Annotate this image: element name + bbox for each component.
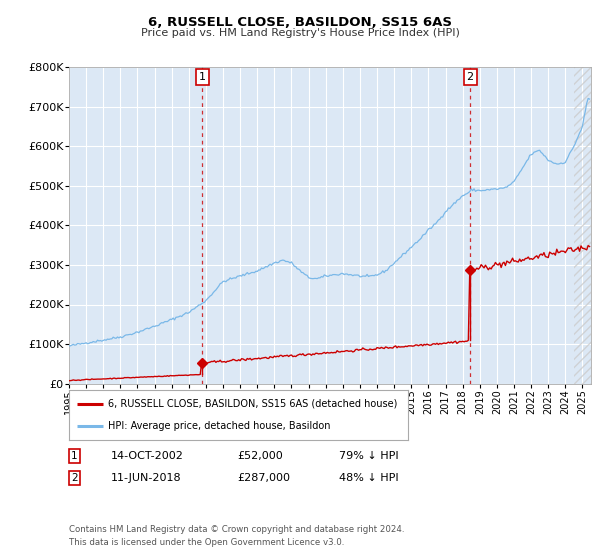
Text: 2: 2 xyxy=(467,72,474,82)
Bar xyxy=(574,67,591,384)
Text: 48% ↓ HPI: 48% ↓ HPI xyxy=(339,473,398,483)
Text: 6, RUSSELL CLOSE, BASILDON, SS15 6AS (detached house): 6, RUSSELL CLOSE, BASILDON, SS15 6AS (de… xyxy=(108,399,397,409)
Text: Contains HM Land Registry data © Crown copyright and database right 2024.: Contains HM Land Registry data © Crown c… xyxy=(69,525,404,534)
Text: 2: 2 xyxy=(71,473,77,483)
Text: £287,000: £287,000 xyxy=(237,473,290,483)
Text: £52,000: £52,000 xyxy=(237,451,283,461)
Text: Price paid vs. HM Land Registry's House Price Index (HPI): Price paid vs. HM Land Registry's House … xyxy=(140,28,460,38)
Text: HPI: Average price, detached house, Basildon: HPI: Average price, detached house, Basi… xyxy=(108,421,331,431)
Text: 1: 1 xyxy=(71,451,77,461)
Text: 6, RUSSELL CLOSE, BASILDON, SS15 6AS: 6, RUSSELL CLOSE, BASILDON, SS15 6AS xyxy=(148,16,452,29)
Text: 11-JUN-2018: 11-JUN-2018 xyxy=(111,473,182,483)
Text: 14-OCT-2002: 14-OCT-2002 xyxy=(111,451,184,461)
Text: 79% ↓ HPI: 79% ↓ HPI xyxy=(339,451,398,461)
Text: 1: 1 xyxy=(199,72,206,82)
Text: This data is licensed under the Open Government Licence v3.0.: This data is licensed under the Open Gov… xyxy=(69,538,344,547)
